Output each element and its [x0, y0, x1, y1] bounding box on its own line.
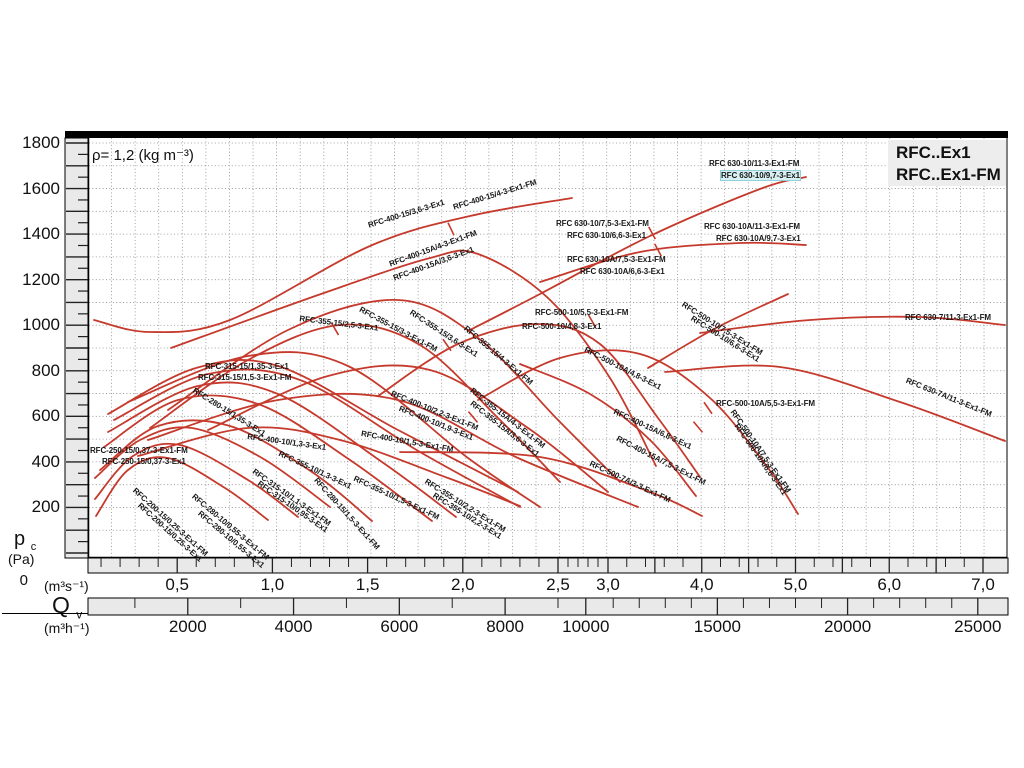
curve-rfc-200-15-min	[95, 456, 269, 521]
volume-tick-label: 8000	[486, 617, 525, 636]
flow-tick-label: 2,0	[450, 575, 475, 594]
pressure-axis-origin: 0	[19, 572, 28, 589]
pressure-symbol: p	[14, 528, 26, 550]
curve-label: RFC 630-10A/9,7-3-Ex1	[716, 234, 801, 243]
flow-tick-label: 5,0	[783, 575, 808, 594]
pressure-tick-label: 1600	[22, 178, 60, 198]
curve-rfc-500-10a	[477, 349, 799, 515]
flow-axis-unit: (m³s⁻¹)	[44, 578, 89, 594]
flow-tick-label: 7,0	[971, 575, 995, 594]
curve-rfc-315-15	[107, 359, 519, 493]
pressure-axis-unit: (Pa)	[8, 551, 35, 567]
legend-box: RFC..Ex1 RFC..Ex1-FM	[888, 140, 1006, 186]
curve-rfc-630-10	[469, 176, 807, 331]
flow-tick-label: 2,5	[546, 575, 570, 594]
flow-tick-label: 4,0	[689, 575, 714, 594]
curve-rfc-500-10	[377, 323, 701, 478]
pressure-axis-title: p c	[14, 528, 36, 553]
curve-label: RFC-500-10A/5,5-3-Ex1-FM	[716, 399, 815, 408]
pressure-symbol-sub: c	[30, 541, 37, 553]
curve-rfc-200-15-max	[94, 442, 299, 518]
volume-tick-label: 25000	[954, 617, 1002, 636]
curve-rfc-355-10-2-2	[127, 351, 541, 508]
curve-label: RFC-250-15/0,37-3-Ex1-FM	[90, 446, 188, 455]
pressure-tick-label: 200	[31, 497, 60, 517]
curve-label: RFC-500-10/5,5-3-Ex1-FM	[535, 308, 629, 317]
curve-rfc-500-10-hi	[647, 293, 789, 369]
volume-tick-label: 4000	[274, 617, 313, 636]
curve-label: RFC 630-10/7,5-3-Ex1-FM	[556, 219, 649, 228]
curve-label: RFC 630-10A/6,6-3-Ex1	[580, 267, 665, 276]
curve-rfc-400-10-1-9-2-2	[147, 392, 639, 508]
volume-tick-label: 20000	[823, 617, 872, 636]
flow-tick-label: 3,0	[596, 575, 620, 594]
pressure-tick-label: 1200	[22, 269, 60, 289]
curve-rfc-400-15a	[170, 249, 657, 467]
volume-tick-label: 10000	[562, 617, 610, 636]
curve-rfc-355-15-2-5-3	[149, 323, 561, 483]
curve-label: RFC 630-10/11-3-Ex1-FM	[709, 159, 800, 168]
scale-bands	[64, 137, 1009, 616]
curve-rfc-250-15	[94, 426, 331, 508]
grid-layer	[89, 138, 1006, 558]
plot-frame	[65, 131, 1008, 559]
volume-axis-title: Q v	[52, 592, 82, 622]
curve-rfc-355-15-3-6-4	[167, 299, 621, 483]
volume-axis-unit: (m³h⁻¹)	[44, 620, 90, 636]
volume-tick-label: 2000	[168, 617, 207, 636]
curve-rfc-280-15	[107, 381, 457, 518]
volume-axis-divider	[2, 613, 88, 614]
curve-label: RFC-315-15/1,35-3-Ex1	[205, 362, 289, 371]
curve-limit-ticks	[330, 222, 713, 433]
curve-rfc-630-10a	[539, 241, 807, 283]
curve-rfc-630-7a	[664, 364, 1006, 442]
curve-rfc-630-7	[699, 315, 1006, 334]
pressure-tick-label: 1800	[22, 133, 60, 152]
curve-rfc-500-7a	[399, 451, 703, 517]
pressure-tick-label: 400	[31, 451, 60, 471]
curve-label: RFC 630-7/11-3-Ex1-FM	[905, 313, 991, 322]
curve-label: RFC 630-10A/7,5-3-Ex1-FM	[567, 255, 666, 264]
volume-symbol: Q	[52, 592, 70, 618]
curve-label: RFC-250-15/0,37-3-Ex1	[102, 457, 186, 466]
volume-tick-label: 15000	[693, 617, 742, 636]
pressure-tick-label: 1000	[22, 315, 60, 335]
legend-line-ex1: RFC..Ex1	[896, 143, 971, 162]
curves-layer	[93, 176, 1006, 522]
curve-rfc-400-15	[93, 197, 573, 334]
flow-tick-label: 0,5	[165, 575, 189, 594]
curve-label: RFC 630-10/9,7-3-Ex1	[721, 171, 800, 180]
curve-label: RFC 630-10A/11-3-Ex1-FM	[704, 222, 800, 231]
axis-ticks	[66, 142, 984, 615]
curve-label: RFC-500-10/4,8-3-Ex1	[522, 322, 602, 331]
flow-tick-label: 1,5	[355, 575, 380, 594]
flow-tick-label: 6,0	[877, 575, 902, 594]
curve-rfc-355-15a	[207, 364, 609, 493]
curve-rfc-280-10	[99, 419, 373, 522]
pressure-tick-label: 600	[31, 406, 60, 426]
volume-symbol-sub: v	[76, 607, 83, 622]
volume-tick-label: 6000	[380, 617, 419, 636]
pressure-tick-label: 800	[31, 360, 60, 380]
pressure-tick-label: 1400	[22, 224, 60, 244]
curve-label: RFC-315-15/1,5-3-Ex1-FM	[198, 373, 292, 382]
flow-tick-label: 1,0	[260, 575, 285, 594]
curve-rfc-400-15a-6-8-7-5	[519, 363, 697, 497]
curve-rfc-355-10	[113, 368, 521, 508]
curve-rfc-400-10-1-3	[137, 426, 521, 507]
curve-label: RFC 630-10/6,6-3-Ex1	[567, 231, 646, 240]
legend-line-ex1-fm: RFC..Ex1-FM	[896, 165, 1001, 184]
density-annotation: ρ= 1,2 (kg m⁻³)	[92, 147, 194, 164]
